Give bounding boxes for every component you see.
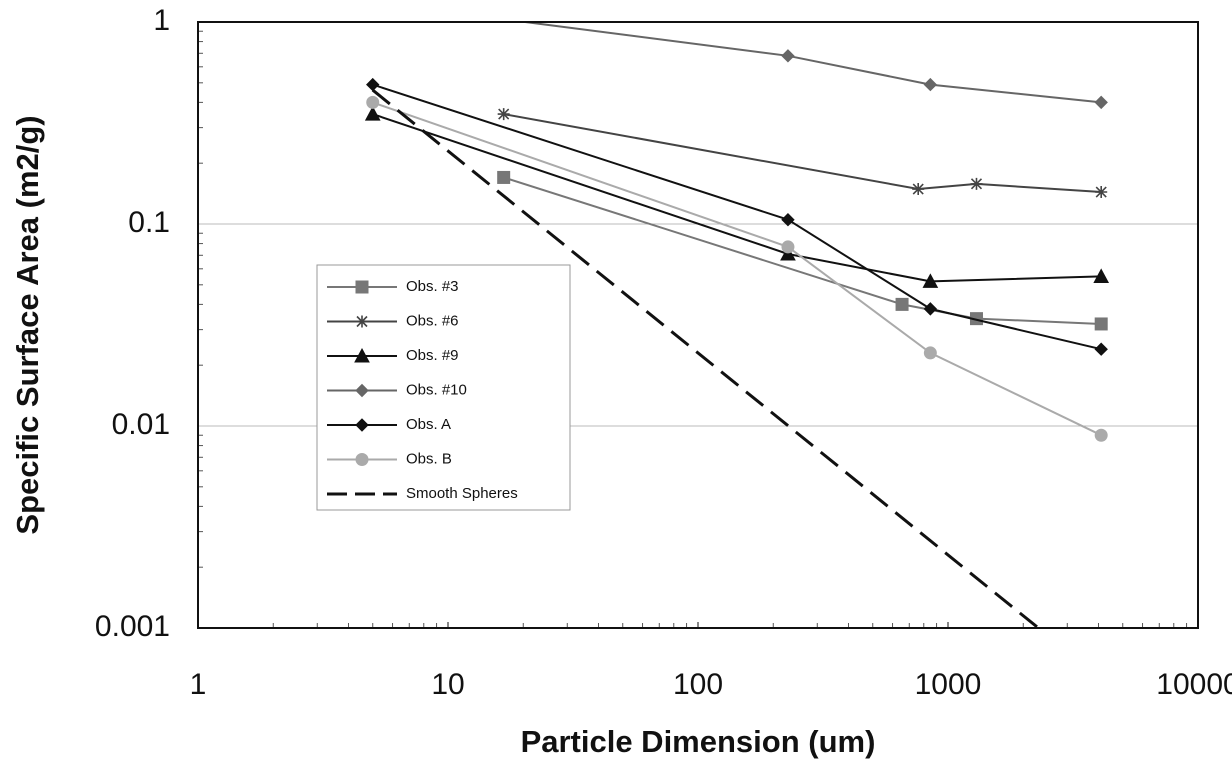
marker xyxy=(497,170,511,184)
series-group xyxy=(364,22,1110,628)
marker xyxy=(1094,428,1108,442)
marker xyxy=(895,297,909,311)
y-tick-label: 0.1 xyxy=(128,206,170,239)
legend-label: Obs. #3 xyxy=(406,278,459,295)
y-tick-label: 0.001 xyxy=(95,610,170,643)
legend-label: Obs. #6 xyxy=(406,312,459,329)
legend-label: Obs. #9 xyxy=(406,347,459,364)
series-line xyxy=(372,83,1102,351)
marker xyxy=(355,453,369,466)
series-line xyxy=(372,113,1102,283)
marker xyxy=(912,183,925,196)
x-tick-label: 10000 xyxy=(1156,668,1232,701)
marker xyxy=(1094,342,1108,356)
marker xyxy=(781,240,795,254)
marker xyxy=(923,302,938,316)
marker xyxy=(970,177,983,190)
marker xyxy=(1094,95,1108,110)
legend-label: Smooth Spheres xyxy=(406,485,518,502)
x-axis-title: Particle Dimension (um) xyxy=(521,724,876,759)
marker xyxy=(923,346,937,360)
legend-label: Obs. B xyxy=(406,450,452,467)
marker xyxy=(781,213,795,227)
marker xyxy=(366,95,380,109)
plot-frame xyxy=(197,21,1199,629)
marker xyxy=(780,245,796,261)
reference-line xyxy=(371,88,1040,628)
legend-label: Obs. A xyxy=(406,416,451,433)
marker xyxy=(923,77,938,92)
y-tick-label: 1 xyxy=(153,4,170,37)
marker xyxy=(355,418,369,432)
marker xyxy=(364,106,381,121)
marker xyxy=(1094,317,1108,331)
series-line xyxy=(503,113,1102,193)
marker xyxy=(781,49,795,63)
marker xyxy=(1093,268,1110,283)
x-tick-label: 1000 xyxy=(915,668,982,701)
marker xyxy=(356,315,368,328)
x-tick-label: 10 xyxy=(431,668,464,701)
y-axis-title: Specific Surface Area (m2/g) xyxy=(10,115,45,534)
marker xyxy=(354,347,370,363)
marker xyxy=(497,108,510,121)
legend: Obs. #3 Obs. #6 Obs. #9 Obs. #10 Obs. A Obs. … xyxy=(327,278,518,502)
x-tick-label: 100 xyxy=(673,668,723,701)
legend-label: Obs. #10 xyxy=(406,381,467,398)
marker xyxy=(1095,186,1108,199)
series-line xyxy=(372,101,1102,437)
x-tick-label: 1 xyxy=(190,668,207,701)
marker xyxy=(355,383,369,398)
series-line xyxy=(517,22,1102,104)
marker xyxy=(922,273,939,288)
y-tick-label: 0.01 xyxy=(112,408,170,441)
marker xyxy=(355,280,369,294)
